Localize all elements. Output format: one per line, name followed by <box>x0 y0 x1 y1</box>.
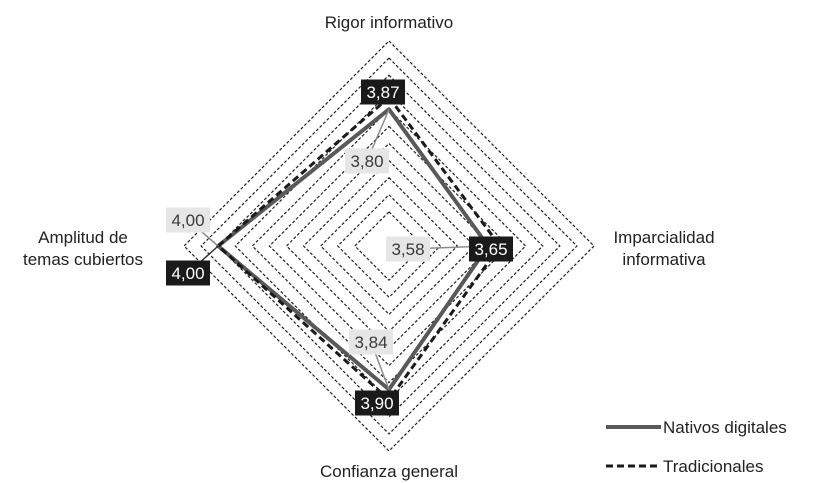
data-label-box-s2-4 <box>166 260 210 286</box>
legend-label-2: Tradicionales <box>663 457 763 476</box>
chart-legend: Nativos digitales Tradicionales <box>606 418 787 476</box>
grid-ring-9 <box>217 74 561 418</box>
data-label-box-s1-3 <box>349 329 393 355</box>
data-label-s2-1: 3,87 <box>366 83 399 102</box>
data-label-s2-4: 4,00 <box>171 264 204 283</box>
data-label-box-s2-3 <box>355 390 399 416</box>
grid-ring-2 <box>336 193 442 299</box>
data-label-box-s1-1 <box>345 148 389 174</box>
grid-ring-5 <box>285 142 493 350</box>
axis-label-3: Confianza general <box>320 462 458 481</box>
radar-data-labels: 3,80 3,58 3,84 4,00 3,87 3,65 3,90 4,00 <box>166 79 513 416</box>
data-label-s2-3: 3,90 <box>360 394 393 413</box>
data-label-box-s1-2 <box>386 236 430 262</box>
data-label-box-s2-2 <box>469 236 513 262</box>
radar-axis-labels: Rigor informativo Imparcialidad informativ… <box>23 13 715 481</box>
grid-ring-1 <box>353 210 425 282</box>
grid-ring-11 <box>183 40 595 452</box>
axis-label-4: Amplitud de temas cubiertos <box>23 228 143 269</box>
axis-label-2: Imparcialidad informativa <box>613 228 714 269</box>
data-label-s1-2: 3,58 <box>391 240 424 259</box>
data-label-box-s1-4 <box>166 207 210 233</box>
data-label-s1-3: 3,84 <box>354 333 387 352</box>
grid-ring-7 <box>251 108 527 384</box>
data-label-s2-2: 3,65 <box>474 240 507 259</box>
grid-ring-3 <box>319 176 459 316</box>
data-label-box-s2-1 <box>361 79 405 105</box>
axis-label-1: Rigor informativo <box>325 13 454 32</box>
data-label-s1-1: 3,80 <box>350 152 383 171</box>
data-label-s1-4: 4,00 <box>171 211 204 230</box>
grid-ring-10 <box>200 57 578 435</box>
legend-label-1: Nativos digitales <box>663 418 787 437</box>
